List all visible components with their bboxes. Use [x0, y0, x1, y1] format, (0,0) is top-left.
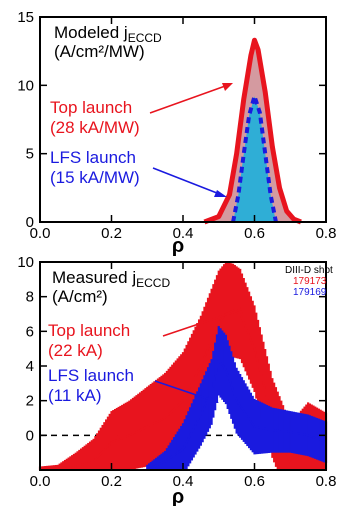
lfs-launch-value: (15 kA/MW): [50, 168, 140, 187]
measured-lfs-arrowhead: [206, 396, 219, 403]
top-launch-arrowhead: [222, 83, 233, 91]
top-panel-title: Modeled jECCD: [54, 23, 162, 45]
measured-top-label: Top launch: [48, 321, 130, 340]
bottom-panel-xlabel: ρ: [172, 486, 184, 506]
lfs-launch-line: [231, 89, 278, 223]
panel1-y-tick-label: 2: [26, 393, 34, 410]
lfs-launch-label: LFS launch: [50, 148, 136, 167]
panel0-x-tick-label: 0.6: [244, 225, 265, 242]
top-launch-arrow: [149, 84, 229, 114]
measured-top-arrow: [162, 307, 247, 337]
measured-top-arrowhead: [240, 306, 251, 314]
bottom-panel: 0.0 0.2 0.4 0.6 0.8 0 2 4 6 8 10 Measured jECCD (A…: [17, 254, 336, 506]
panel0-x-tick-label: 0.8: [316, 225, 337, 242]
lfs-launch-arrowhead: [214, 190, 227, 197]
panel1-y-tick-label: 4: [26, 358, 34, 375]
measured-lfs-label: LFS launch: [48, 366, 134, 385]
panel0-y-tick-label: 5: [26, 146, 34, 163]
bottom-panel-title: Measured jECCD: [52, 268, 170, 290]
panel0-y-tick-label: 15: [17, 9, 34, 26]
panel1-y-tick-label: 6: [26, 323, 34, 340]
measured-lfs-arrow: [154, 380, 215, 402]
shot-label: DIII-D shot: [285, 265, 333, 276]
panel1-x-tick-label: 0.2: [101, 473, 122, 490]
lfs-launch-arrow: [152, 167, 223, 196]
panel0-x-tick-label: 0.0: [30, 225, 51, 242]
panel1-x-tick-label: 0.0: [30, 473, 51, 490]
panel0-x-tick-label: 0.4: [173, 225, 194, 242]
measured-lfs-value: (11 kA): [48, 386, 102, 405]
panel1-y-tick-label: 8: [26, 289, 34, 306]
top-panel: 0.0 0.2 0.4 0.6 0.8 0 5 10 15 Modeled jECCD (A/c…: [17, 9, 336, 257]
panel0-y-tick-label: 0: [26, 214, 34, 231]
top-launch-label: Top launch: [50, 98, 132, 117]
bottom-panel-units: (A/cm²): [52, 287, 108, 306]
panel1-x-tick-label: 0.6: [244, 473, 265, 490]
panel1-x-tick-label: 0.8: [316, 473, 337, 490]
measured-top-value: (22 kA): [48, 341, 103, 360]
top-panel-units: (A/cm²/MW): [54, 42, 145, 61]
panel1-y-tick-label: 10: [17, 254, 34, 271]
shot-179169: 179169: [293, 287, 327, 298]
bottom-panel-plot-area: [38, 262, 328, 471]
top-panel-plot-area: [149, 37, 302, 225]
top-launch-value: (28 kA/MW): [50, 118, 140, 137]
shot-179173: 179173: [293, 276, 327, 287]
panel0-y-tick-label: 10: [17, 77, 34, 94]
top-panel-xlabel: ρ: [172, 235, 184, 257]
lfs-launch-mean-line: [146, 359, 327, 471]
bottom-panel-ticks: 0.0 0.2 0.4 0.6 0.8 0 2 4 6 8 10: [17, 254, 336, 490]
panel1-y-tick-label: 0: [26, 427, 34, 444]
top-panel-ticks: 0.0 0.2 0.4 0.6 0.8 0 5 10 15: [17, 9, 336, 242]
panel1-x-tick-label: 0.4: [173, 473, 194, 490]
panel0-x-tick-label: 0.2: [101, 225, 122, 242]
top-launch-line: [203, 37, 302, 225]
lfs-launch-fill: [233, 96, 276, 222]
